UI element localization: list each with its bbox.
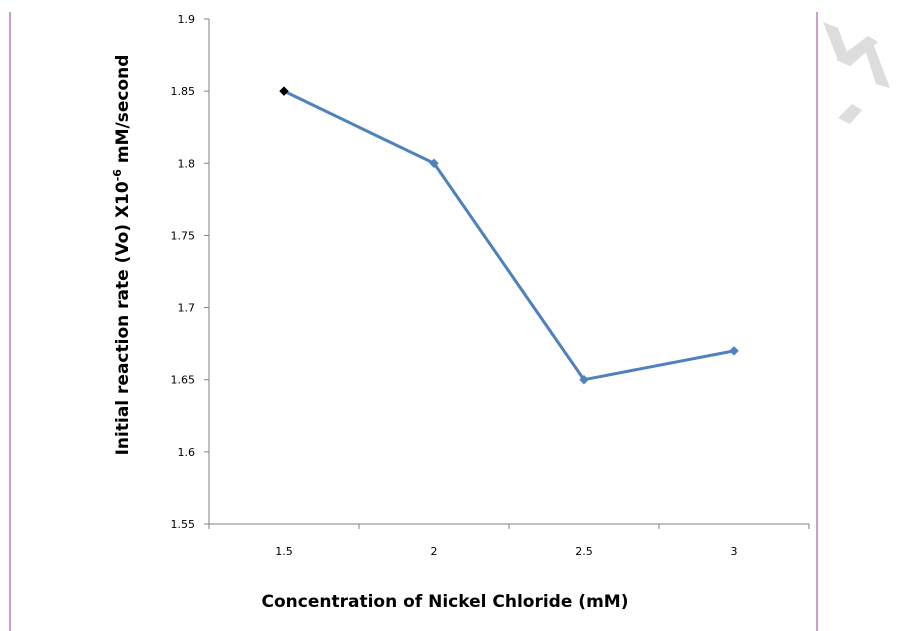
series-line [283,89,735,382]
y-tick-label: 1.6 [178,446,196,459]
y-axis-title-superscript: -6 [111,169,124,182]
data-point-marker [279,86,289,96]
data-point-marker [429,158,439,169]
watermark [823,22,890,124]
y-ticks: 1.55 1.6 1.65 1.7 1.75 1.8 1.85 1.9 [171,13,209,531]
y-tick-label: 1.65 [171,374,196,387]
y-tick-label: 1.85 [171,85,196,98]
x-axis-title: Concentration of Nickel Chloride (mM) [262,592,629,612]
y-axis-title-main: Initial reaction rate (Vo) X10 [113,181,133,455]
y-axis-title-unit: mM/second [113,55,133,169]
data-point-marker [729,346,739,356]
x-tick-label: 3 [731,545,738,558]
y-tick-label: 1.7 [178,302,196,315]
y-axis-title: Initial reaction rate (Vo) X10-6 mM/seco… [111,55,133,456]
x-tick-label: 2.5 [575,545,593,558]
y-tick-label: 1.8 [178,157,196,170]
y-tick-label: 1.9 [178,13,196,26]
y-tick-label: 1.75 [171,229,196,242]
series-layer [279,86,739,385]
x-tick-label: 1.5 [275,545,293,558]
x-tick-label: 2 [431,545,438,558]
data-point-marker [579,374,589,385]
x-ticks: 1.5 2 2.5 3 [208,524,810,558]
y-tick-label: 1.55 [171,518,196,531]
